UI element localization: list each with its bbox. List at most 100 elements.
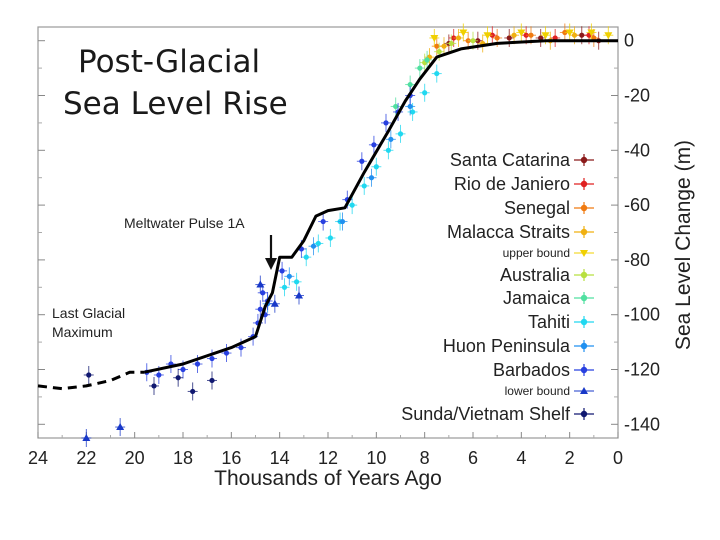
data-point (293, 279, 300, 285)
legend-label: upper bound (503, 246, 570, 260)
data-point (579, 32, 585, 38)
legend-label: Jamaica (503, 288, 571, 308)
chart-title-line-2: Sea Level Rise (63, 86, 288, 122)
data-point-upper-bound (604, 32, 613, 40)
data-point-lower-bound (295, 291, 303, 299)
data-point (310, 243, 317, 249)
data-point (303, 254, 309, 260)
x-tick-label: 24 (28, 448, 48, 468)
data-point (436, 49, 442, 55)
data-point-upper-bound (430, 34, 439, 42)
meltwater-pulse-annotation: Meltwater Pulse 1A (124, 215, 245, 231)
legend-marker (580, 271, 588, 279)
legend-marker (580, 318, 588, 326)
x-tick-label: 14 (270, 448, 290, 468)
legend-marker (580, 342, 588, 350)
data-point (286, 273, 292, 279)
data-point (407, 81, 413, 88)
data-point (194, 361, 201, 367)
legend-label: Australia (500, 265, 571, 285)
meltwater-pulse-arrow-head (265, 258, 277, 270)
x-tick-label: 8 (420, 448, 430, 468)
data-point (175, 375, 181, 381)
x-tick-label: 18 (173, 448, 193, 468)
data-point (494, 35, 500, 41)
legend-label: Santa Catarina (450, 150, 571, 170)
data-points-layer (81, 23, 614, 447)
data-point (359, 158, 365, 164)
x-tick-label: 16 (221, 448, 241, 468)
data-point-upper-bound (517, 29, 526, 37)
data-point (209, 377, 215, 384)
x-tick-label: 12 (318, 448, 338, 468)
data-point (156, 372, 162, 378)
y-tick-label: -120 (624, 360, 660, 380)
x-tick-label: 0 (613, 448, 623, 468)
data-point (417, 65, 423, 71)
x-tick-label: 6 (468, 448, 478, 468)
legend-marker (580, 410, 588, 418)
data-point (315, 240, 321, 247)
data-point (209, 355, 215, 362)
legend-label: Senegal (504, 198, 570, 218)
y-tick-label: -60 (624, 195, 650, 215)
lgm-annotation-line-2: Maximum (52, 324, 113, 340)
data-point (320, 218, 326, 225)
data-point (571, 32, 578, 38)
y-axis-ticks: 0 -20 -40 -60 -80 -100 -120 -140 (38, 31, 660, 434)
y-tick-label: 0 (624, 31, 634, 51)
data-point (238, 344, 244, 351)
data-point (86, 372, 92, 378)
legend-label: Sunda/Vietnam Shelf (401, 404, 571, 424)
lgm-annotation-line-1: Last Glacial (52, 305, 125, 321)
data-point (511, 32, 517, 38)
data-point-lower-bound (270, 299, 279, 307)
data-point (180, 366, 186, 373)
x-axis-ticks: 24 22 20 18 16 14 12 10 8 6 4 2 0 (28, 432, 623, 468)
trend-line-layer (37, 39, 618, 391)
data-point (422, 90, 428, 96)
data-point (339, 218, 346, 225)
data-point (434, 43, 440, 49)
data-point-lower-bound (116, 423, 125, 431)
data-point (368, 175, 375, 181)
legend-label: Barbados (493, 360, 570, 380)
x-tick-label: 10 (366, 448, 386, 468)
legend-marker (580, 228, 588, 236)
data-point (361, 183, 367, 189)
x-tick-label: 22 (76, 448, 96, 468)
legend-label: Tahiti (528, 312, 570, 332)
data-point (373, 164, 379, 170)
data-point (455, 35, 462, 41)
data-point (441, 43, 447, 49)
data-point (383, 120, 389, 126)
sea-level-trend-line (143, 39, 618, 374)
chart-title-line-1: Post-Glacial (78, 44, 260, 80)
data-point (281, 284, 288, 290)
data-point-upper-bound (483, 32, 492, 40)
data-point (434, 70, 440, 77)
y-tick-label: -140 (624, 414, 660, 434)
data-point (327, 235, 334, 241)
x-tick-label: 20 (125, 448, 145, 468)
data-point (397, 131, 404, 137)
y-tick-label: -100 (624, 305, 660, 325)
lgm-dashed-curve (37, 370, 145, 391)
data-point (385, 147, 392, 153)
data-point (448, 40, 454, 47)
legend-label: lower bound (505, 384, 570, 398)
data-point (538, 35, 544, 41)
data-point (407, 103, 413, 110)
data-point-lower-bound (82, 434, 91, 441)
data-point (349, 202, 355, 208)
data-point-upper-bound (565, 29, 574, 37)
data-point (257, 306, 263, 312)
data-point (528, 32, 534, 38)
data-point (190, 388, 196, 395)
data-point (151, 383, 157, 389)
data-point-lower-bound (256, 280, 265, 288)
legend-marker (580, 250, 588, 257)
data-point (506, 35, 512, 41)
legend-marker (580, 387, 588, 394)
